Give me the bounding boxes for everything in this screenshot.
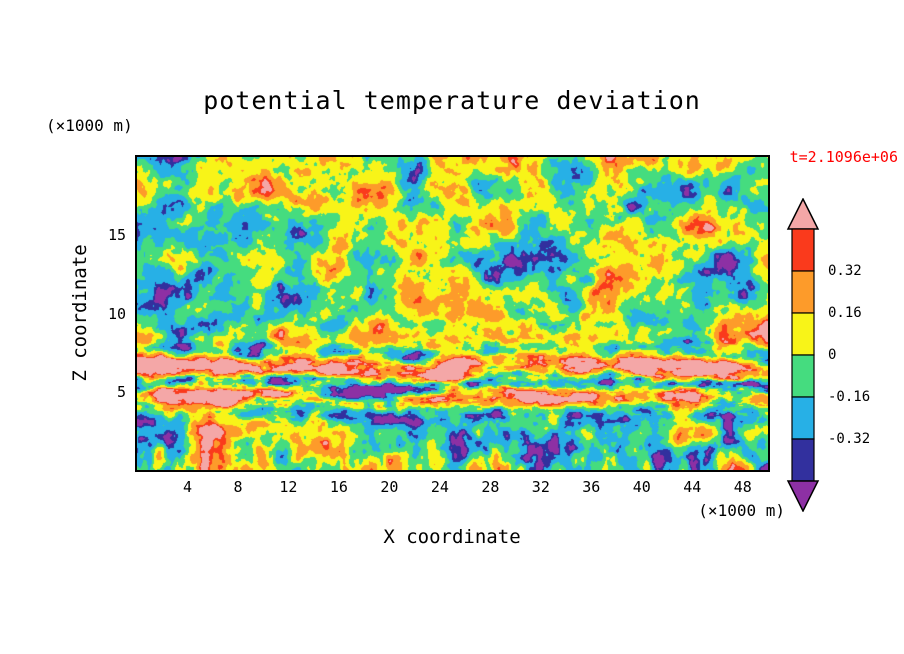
- x-tick-label: 28: [481, 478, 500, 496]
- x-tick-label: 44: [683, 478, 702, 496]
- x-tick-label: 40: [632, 478, 651, 496]
- x-tick-label: 20: [380, 478, 399, 496]
- colorbar-arrow-bottom: [786, 480, 820, 513]
- colorbar-band: [791, 438, 815, 482]
- colorbar-tick-label: -0.32: [828, 431, 871, 447]
- x-tick-label: 16: [329, 478, 348, 496]
- x-tick-label: 24: [430, 478, 449, 496]
- colorbar-tick-label: -0.16: [828, 389, 871, 405]
- contour-field-canvas: [137, 157, 768, 470]
- x-tick-label: 8: [233, 478, 243, 496]
- colorbar-arrow-top: [786, 197, 820, 230]
- x-tick-label: 4: [182, 478, 192, 496]
- plot-area: [135, 155, 770, 472]
- colorbar-band: [791, 354, 815, 398]
- y-tick-label: 10: [107, 304, 126, 323]
- y-tick-label: 15: [107, 226, 126, 245]
- colorbar-band: [791, 228, 815, 272]
- colorbar-tick-label: 0.16: [828, 305, 862, 321]
- colorbar-band: [791, 312, 815, 356]
- y-tick-label: 5: [116, 382, 126, 401]
- x-tick-label: 48: [733, 478, 752, 496]
- x-axis-title: X coordinate: [383, 526, 521, 548]
- colorbar: [786, 197, 820, 516]
- y-axis-title: Z coordinate: [69, 244, 91, 382]
- colorbar-band: [791, 270, 815, 314]
- colorbar-band: [791, 396, 815, 440]
- time-annotation: t=2.1096e+06: [789, 148, 898, 166]
- x-tick-label: 12: [279, 478, 298, 496]
- colorbar-tick-label: 0.32: [828, 263, 862, 279]
- x-tick-label: 36: [582, 478, 601, 496]
- x-axis-unit-label: (×1000 m): [698, 501, 785, 520]
- x-tick-label: 32: [531, 478, 550, 496]
- colorbar-tick-label: 0: [828, 347, 837, 363]
- chart-title: potential temperature deviation: [203, 86, 701, 115]
- y-axis-unit-label: (×1000 m): [46, 116, 133, 135]
